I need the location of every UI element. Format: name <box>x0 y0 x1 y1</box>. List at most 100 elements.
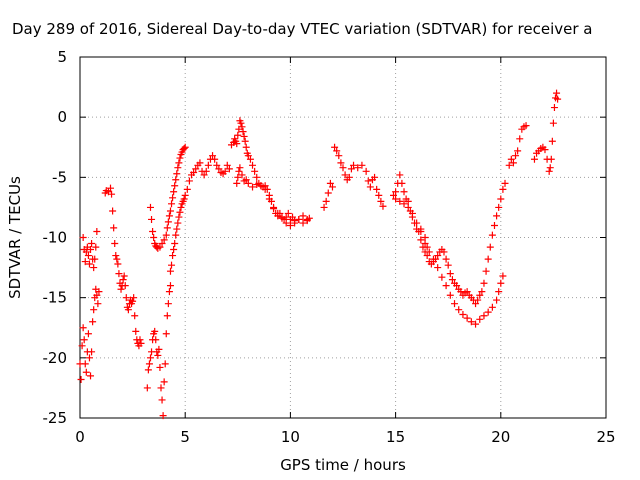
data-point <box>425 248 433 256</box>
data-point <box>497 279 505 287</box>
data-point <box>190 169 198 177</box>
data-point <box>509 159 517 167</box>
data-point <box>87 372 95 380</box>
data-point <box>488 303 496 311</box>
data-point <box>173 170 181 178</box>
y-tick-label: -10 <box>43 229 68 247</box>
data-point <box>453 282 461 290</box>
data-point <box>413 219 421 227</box>
data-point <box>223 161 231 169</box>
data-point <box>455 306 463 314</box>
data-point <box>530 155 538 163</box>
data-point <box>84 252 92 260</box>
data-point <box>358 161 366 169</box>
data-point <box>429 255 437 263</box>
y-tick-label: -25 <box>43 409 68 427</box>
data-point <box>162 330 170 338</box>
data-point <box>164 300 172 308</box>
data-point <box>484 255 492 263</box>
data-point <box>81 360 89 368</box>
data-point <box>172 231 180 239</box>
data-point <box>238 171 246 179</box>
data-point <box>161 360 169 368</box>
data-point <box>171 240 179 248</box>
data-point <box>366 183 374 191</box>
data-point <box>480 312 488 320</box>
data-point <box>322 197 330 205</box>
data-point <box>476 315 484 323</box>
data-point <box>472 320 480 328</box>
data-point <box>137 339 145 347</box>
data-point <box>149 227 157 235</box>
data-point <box>113 255 121 263</box>
data-point <box>80 336 88 344</box>
data-point <box>166 282 174 290</box>
data-point <box>440 248 448 256</box>
data-point <box>152 336 160 344</box>
data-point <box>289 213 297 221</box>
data-point <box>115 270 123 278</box>
data-point <box>486 243 494 251</box>
data-point <box>305 214 313 222</box>
data-point <box>166 267 174 275</box>
data-point <box>154 351 162 359</box>
data-point <box>202 167 210 175</box>
data-point <box>159 412 167 420</box>
data-point <box>265 195 273 203</box>
x-tick-label: 10 <box>281 428 300 446</box>
x-tick-label: 20 <box>491 428 510 446</box>
data-point <box>225 165 233 173</box>
data-point <box>180 144 188 152</box>
data-point <box>176 154 184 162</box>
data-point <box>92 243 100 251</box>
data-point <box>196 159 204 167</box>
data-point <box>474 296 482 304</box>
data-point <box>129 297 137 305</box>
data-point <box>172 176 180 184</box>
data-point <box>122 294 130 302</box>
data-point <box>169 194 177 202</box>
data-point <box>145 360 153 368</box>
data-point <box>177 203 185 211</box>
data-point <box>404 197 412 205</box>
data-point <box>238 123 246 131</box>
data-point <box>335 152 343 160</box>
data-point <box>242 176 250 184</box>
data-point <box>490 221 498 229</box>
data-point <box>282 213 290 221</box>
x-tick-label: 15 <box>386 428 405 446</box>
data-point <box>158 396 166 404</box>
data-point <box>389 191 397 199</box>
data-point <box>158 240 166 248</box>
data-point <box>168 200 176 208</box>
data-point <box>163 224 171 232</box>
data-point <box>286 221 294 229</box>
data-point <box>88 240 96 248</box>
x-tick-label: 0 <box>75 428 85 446</box>
data-point <box>156 363 164 371</box>
data-point <box>463 288 471 296</box>
data-point <box>548 137 556 145</box>
data-point <box>173 225 181 233</box>
data-point <box>82 248 90 256</box>
data-point <box>421 234 429 241</box>
data-point <box>175 213 183 221</box>
data-point <box>146 354 154 362</box>
data-point <box>253 173 261 181</box>
data-point <box>107 184 115 192</box>
data-point <box>143 384 151 392</box>
data-point <box>522 122 530 130</box>
data-point <box>89 318 97 326</box>
data-point <box>87 246 95 254</box>
data-point <box>421 240 429 248</box>
data-point <box>183 185 191 193</box>
data-point <box>120 272 128 280</box>
data-point <box>493 296 501 304</box>
data-point <box>495 288 503 296</box>
data-point <box>209 152 217 160</box>
data-point <box>176 208 184 216</box>
data-point <box>81 258 89 266</box>
y-tick-label: -20 <box>43 349 68 367</box>
data-point <box>463 314 471 322</box>
data-point <box>181 143 189 151</box>
